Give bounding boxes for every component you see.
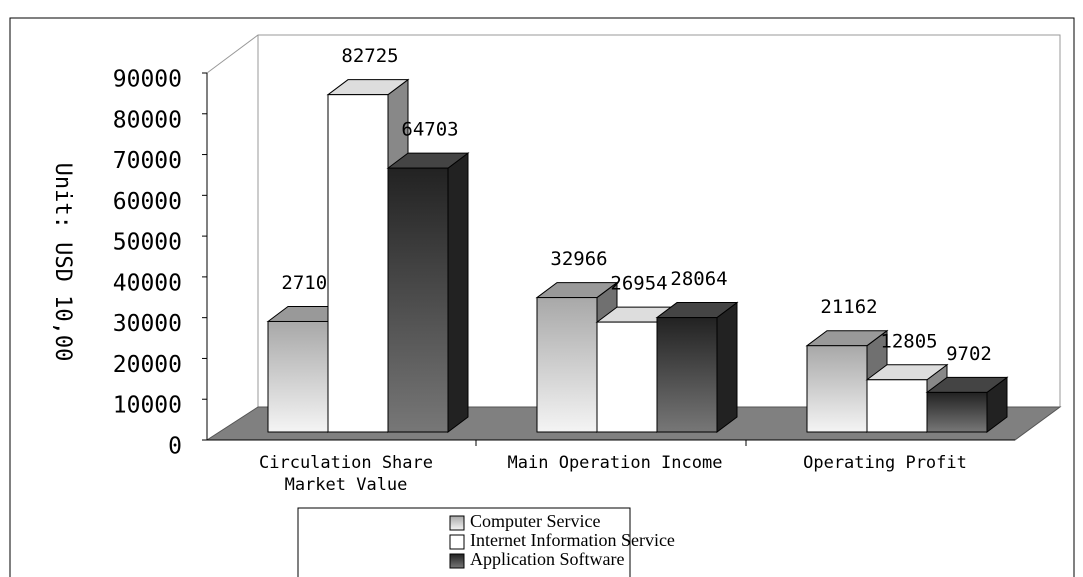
y-tick-label: 80000 (113, 107, 182, 133)
y-tick-label: 40000 (113, 270, 182, 296)
x-tick-label: Main Operation Income (507, 453, 723, 473)
y-tick-label: 0 (168, 434, 182, 460)
data-label: 27104 (281, 272, 338, 294)
legend-swatch (449, 515, 465, 531)
bar (596, 321, 658, 433)
x-tick-label: Operating Profit (803, 453, 967, 473)
data-label: 64703 (401, 119, 458, 141)
bar (327, 94, 389, 433)
bar (387, 167, 449, 433)
legend-swatch (449, 534, 465, 550)
y-tick-label: 70000 (113, 148, 182, 174)
x-tick-label: Circulation Share Market Value (259, 453, 433, 495)
legend-label: Internet Information Service (470, 530, 675, 550)
legend-swatch (449, 553, 465, 569)
back-wall (206, 34, 1061, 407)
data-label: 21162 (820, 296, 877, 318)
y-tick-label: 10000 (113, 393, 182, 419)
legend-label: Application Software (470, 549, 624, 569)
bar (866, 379, 928, 433)
y-axis-label: Unit: USD 10,00 (50, 163, 75, 362)
data-label: 28064 (670, 268, 727, 290)
y-tick-label: 20000 (113, 352, 182, 378)
y-tick-label: 60000 (113, 189, 182, 215)
bar-side (716, 301, 738, 433)
legend-label: Computer Service (470, 511, 600, 531)
data-label: 12805 (880, 330, 937, 352)
data-label: 82725 (341, 45, 398, 67)
bar (926, 391, 988, 433)
bar-side (447, 152, 469, 433)
bar (267, 320, 329, 433)
y-tick-label: 50000 (113, 230, 182, 256)
bar (656, 317, 718, 433)
data-label: 32966 (550, 248, 607, 270)
bar (536, 297, 598, 433)
data-label: 9702 (946, 343, 992, 365)
bar (806, 345, 868, 433)
data-label: 26954 (610, 273, 667, 295)
y-tick-label: 30000 (113, 311, 182, 337)
y-tick-label: 90000 (113, 67, 182, 93)
chart-border (9, 17, 1075, 577)
